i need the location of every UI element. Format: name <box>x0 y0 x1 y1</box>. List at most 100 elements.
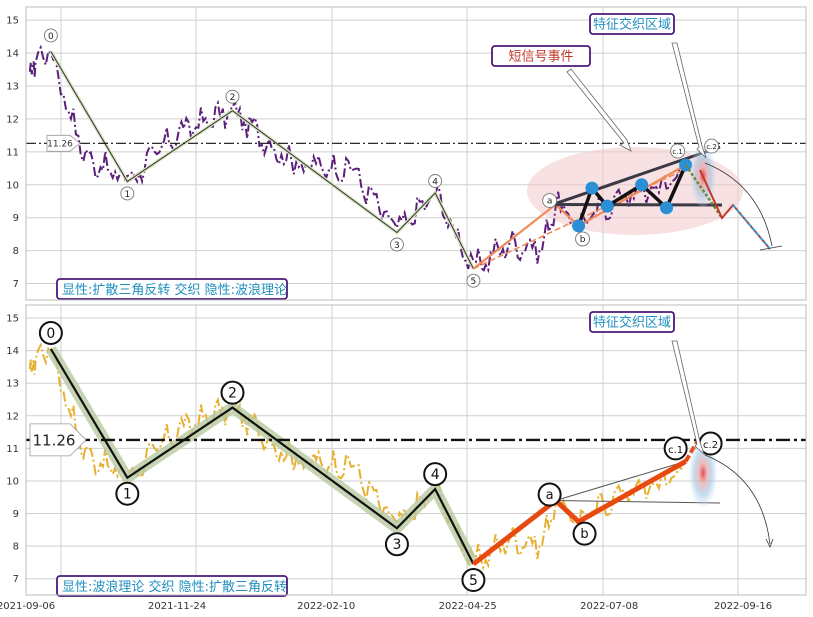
top-hline-label-box <box>46 134 81 152</box>
bottom-wave-label-circle <box>461 568 486 593</box>
top-projection-arc <box>704 162 773 247</box>
top-projection-red <box>699 169 771 250</box>
top-price-series <box>28 44 683 276</box>
x-tick-label: 2022-07-08 <box>580 601 638 612</box>
bottom-wave-label: 5 <box>469 573 478 589</box>
top-wave-label: 2 <box>230 93 236 103</box>
bottom-projection-arrowhead <box>765 538 774 548</box>
top-annotation-feature-zone-box <box>589 13 675 35</box>
top-pattern-label-circle <box>542 193 558 208</box>
top-legend-box <box>56 278 288 300</box>
bottom-ytick-label: 15 <box>6 314 19 325</box>
top-ytick-label: 14 <box>6 49 19 60</box>
top-hline-label: 11.26 <box>47 139 73 149</box>
top-wave-label-circle <box>120 186 135 201</box>
top-wave-label-circle <box>466 273 481 288</box>
bottom-triangle-upper <box>555 460 686 501</box>
x-tick-label: 2021-11-24 <box>148 601 206 612</box>
bottom-ytick-label: 13 <box>6 379 19 390</box>
bottom-wave-label-circle <box>220 380 245 405</box>
top-wave-label: 4 <box>432 178 438 188</box>
bottom-pattern-label-circle <box>663 436 688 461</box>
bottom-wave-label: 3 <box>392 537 401 553</box>
top-ytick-label: 10 <box>6 180 19 191</box>
top-arrow-feature-zone <box>671 42 707 159</box>
top-pattern-label: b <box>580 235 586 245</box>
top-triangle-upper <box>552 145 721 206</box>
top-wave-label-circle <box>389 237 404 252</box>
top-triangle-marker <box>600 199 614 213</box>
bottom-hline-label-box <box>29 423 87 457</box>
top-projection-blue <box>732 204 771 250</box>
x-tick-label: 2021-09-06 <box>0 601 55 612</box>
top-triangle-marker <box>572 219 586 233</box>
bottom-hotspot <box>689 439 717 507</box>
top-wave-label-circle <box>225 89 240 104</box>
bottom-triangle-lower <box>555 500 721 504</box>
x-tick-label: 2022-09-16 <box>714 601 772 612</box>
top-annotation-feature-zone: 特征交织区域 <box>593 17 671 33</box>
bottom-ytick-label: 9 <box>13 509 19 520</box>
top-triangle-marker <box>635 178 649 192</box>
bottom-legend-box <box>56 575 288 597</box>
bottom-pattern-orange <box>471 459 687 567</box>
top-triangle-zigzag <box>576 164 688 227</box>
bottom-wave-label-circle <box>384 532 409 557</box>
top-triangle-marker <box>660 201 674 215</box>
bottom-ytick-label: 10 <box>6 476 19 487</box>
top-annotation-short-signal-box <box>491 45 591 67</box>
x-tick-label: 2022-04-25 <box>439 601 497 612</box>
top-ytick-label: 7 <box>13 279 19 290</box>
top-wave-label-circle <box>43 28 58 43</box>
bottom-projection-arc <box>704 454 771 545</box>
bottom-pattern-label: b <box>580 527 588 542</box>
top-wave-label: 1 <box>124 190 130 200</box>
top-panel-frame <box>25 6 807 301</box>
bottom-wave-label-circle <box>38 320 63 345</box>
bottom-legend-text: 显性:波浪理论 交织 隐性:扩散三角反转 <box>62 579 287 595</box>
bottom-hline-label: 11.26 <box>33 431 76 449</box>
top-wave-line <box>50 51 474 269</box>
bottom-wave-label: 2 <box>228 386 237 402</box>
top-projection-green <box>684 164 724 219</box>
bottom-wave-label-circle <box>115 481 140 506</box>
top-ytick-label: 15 <box>6 16 19 27</box>
bottom-ytick-label: 8 <box>13 542 19 553</box>
bottom-wave-label-circle <box>423 462 448 487</box>
top-pattern-label: c.1 <box>672 148 683 156</box>
bottom-wave-line <box>49 348 475 565</box>
bottom-wave-label: 0 <box>46 326 55 342</box>
bottom-ytick-label: 7 <box>13 574 19 585</box>
x-tick-label: 2022-02-10 <box>297 601 355 612</box>
bottom-annotation-feature-zone-box <box>589 311 675 333</box>
top-pattern-label-circle <box>575 231 591 247</box>
top-projection-base <box>759 245 783 251</box>
top-wave-label: 5 <box>471 277 477 287</box>
top-pattern-label: c.2 <box>706 143 717 151</box>
top-ytick-label: 11 <box>6 147 19 158</box>
top-pattern-label: a <box>547 197 553 207</box>
top-ytick-label: 8 <box>13 246 19 257</box>
top-legend-text: 显性:扩散三角反转 交织 隐性:波浪理论 <box>62 282 287 298</box>
top-wave-label: 3 <box>394 241 400 251</box>
bottom-ytick-label: 11 <box>6 444 19 455</box>
bottom-pattern-label: c.2 <box>703 440 718 451</box>
top-annotation-short-signal: 短信号事件 <box>508 50 573 65</box>
bottom-panel-frame <box>25 304 807 596</box>
top-ytick-label: 9 <box>13 213 19 224</box>
bottom-pattern-label: c.1 <box>668 445 683 456</box>
bottom-ytick-label: 12 <box>6 411 19 422</box>
bottom-pattern-label-circle <box>572 521 597 546</box>
bottom-pattern-label: a <box>546 488 554 503</box>
bottom-annotation-feature-zone: 特征交织区域 <box>593 315 671 331</box>
bottom-wave-label: 1 <box>123 487 132 503</box>
bottom-pattern-label-circle <box>537 482 562 507</box>
top-wave-label: 0 <box>48 32 54 42</box>
bottom-arrow-feature-zone <box>671 340 705 456</box>
top-pattern-label-circle <box>704 138 720 154</box>
top-pattern-orange <box>472 164 687 270</box>
top-wave-label-circle <box>428 174 443 188</box>
